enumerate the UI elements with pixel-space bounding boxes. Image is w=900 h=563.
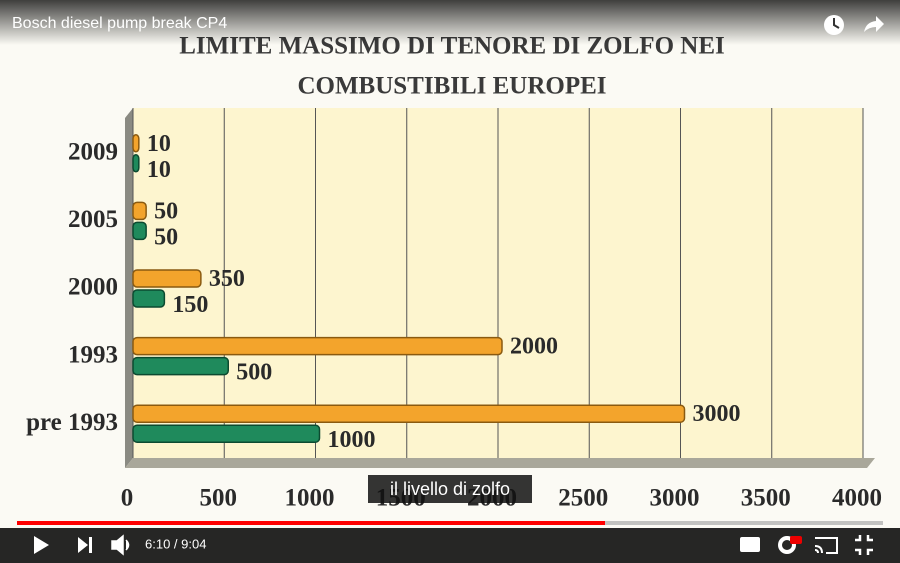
bar — [132, 289, 166, 308]
video-title[interactable]: Bosch diesel pump break CP4 — [12, 15, 227, 32]
bar — [132, 269, 202, 288]
data-label: 500 — [236, 360, 272, 386]
chart: LIMITE MASSIMO DI TENORE DI ZOLFO NEI CO… — [26, 33, 882, 512]
share-icon[interactable] — [864, 16, 884, 32]
bar — [132, 336, 503, 356]
bar — [132, 424, 321, 443]
data-label: 10 — [147, 131, 171, 157]
x-tick-label: 3500 — [741, 485, 791, 512]
captions-button[interactable] — [740, 537, 760, 552]
bar — [132, 201, 147, 221]
bar — [132, 356, 229, 376]
play-button[interactable] — [34, 536, 49, 554]
y-tick-label: 2009 — [68, 139, 118, 166]
control-bar — [0, 528, 900, 563]
data-label: 1000 — [328, 427, 376, 453]
bar — [132, 134, 140, 153]
volume-button[interactable] — [111, 534, 130, 556]
time-display: 6:10 / 9:04 — [145, 536, 206, 551]
plot-wall — [125, 108, 133, 468]
y-tick-label: 2000 — [68, 274, 118, 301]
x-tick-label: 0 — [121, 485, 134, 512]
data-label: 10 — [147, 157, 171, 183]
data-label: 350 — [209, 266, 245, 292]
next-button[interactable] — [78, 537, 92, 553]
caption-box — [368, 475, 532, 503]
data-label: 3000 — [693, 401, 741, 427]
chart-title: COMBUSTIBILI EUROPEI — [297, 73, 606, 100]
x-tick-label: 1000 — [285, 485, 335, 512]
y-tick-label: pre 1993 — [26, 409, 118, 436]
y-tick-label: 1993 — [68, 341, 118, 368]
data-label: 50 — [154, 198, 178, 224]
x-tick-label: 3000 — [650, 485, 700, 512]
data-label: 50 — [154, 224, 178, 250]
x-tick-label: 500 — [200, 485, 238, 512]
bar — [132, 154, 140, 173]
fullscreen-button[interactable] — [855, 535, 873, 555]
hd-badge — [790, 536, 802, 544]
bar — [132, 221, 147, 241]
caption: il livello di zolfo — [390, 479, 510, 499]
bar — [132, 404, 686, 423]
cast-button[interactable] — [814, 537, 838, 554]
x-tick-label: 2500 — [558, 485, 608, 512]
settings-button[interactable] — [778, 536, 796, 554]
progress-played — [17, 521, 605, 525]
top-overlay — [0, 0, 900, 45]
watch-later-icon[interactable] — [824, 15, 844, 35]
x-tick-label: 4000 — [832, 485, 882, 512]
plot-floor — [125, 458, 875, 468]
data-label: 150 — [172, 292, 208, 318]
y-tick-label: 2005 — [68, 206, 118, 233]
data-label: 2000 — [510, 334, 558, 360]
